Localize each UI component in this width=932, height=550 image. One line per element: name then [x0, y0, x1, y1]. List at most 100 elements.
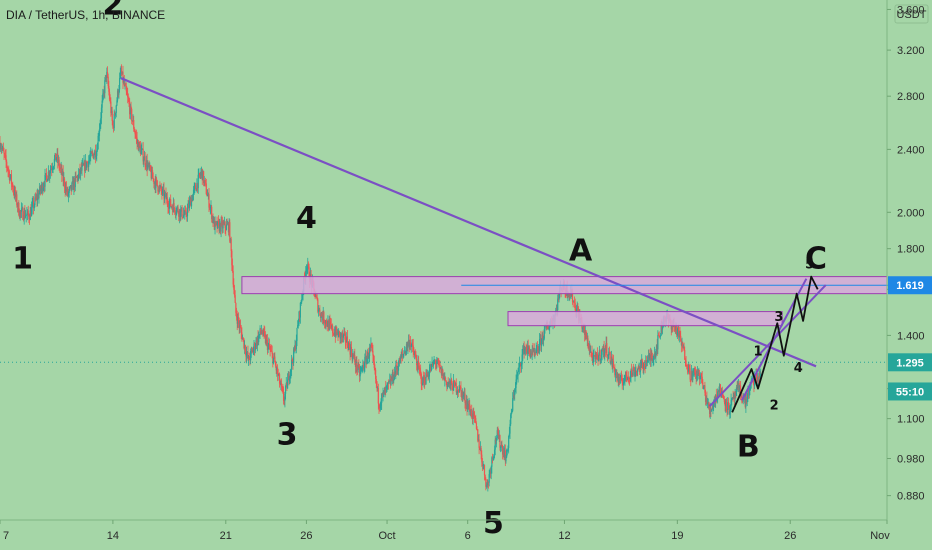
candle-body	[88, 159, 90, 161]
candle-body	[505, 457, 507, 462]
candle-body	[212, 216, 214, 223]
time-tick-label: 19	[671, 530, 683, 542]
candle-body	[62, 171, 64, 182]
candle-body	[166, 197, 168, 204]
candle-body	[746, 396, 748, 403]
candle-body	[286, 382, 288, 389]
candle-body	[245, 352, 247, 357]
candle-body	[697, 369, 699, 375]
candle-body	[743, 397, 745, 400]
candle-body	[464, 393, 466, 404]
countdown-tag[interactable]	[888, 382, 932, 401]
candle-body	[712, 405, 714, 410]
candle-body	[8, 170, 10, 172]
candle-body	[352, 354, 355, 357]
candle-body	[704, 392, 707, 402]
candle-body	[490, 466, 492, 474]
candle-body	[220, 221, 222, 232]
candle-body	[680, 335, 682, 342]
candle-body	[471, 416, 473, 419]
candle-body	[154, 182, 156, 189]
candle-body	[260, 328, 262, 332]
candle-body	[614, 367, 616, 376]
candle-body	[492, 457, 494, 459]
candle-body	[175, 212, 177, 214]
trendline[interactable]	[120, 77, 817, 368]
candle-body	[425, 372, 427, 384]
candle-body	[104, 75, 107, 81]
candle-body	[165, 192, 167, 200]
candle-body	[333, 333, 335, 336]
candle-body	[319, 315, 322, 318]
candle-body	[164, 192, 166, 194]
candle-body	[473, 412, 476, 418]
candle-body	[463, 393, 465, 396]
candle-body	[287, 374, 289, 380]
candle-body	[469, 404, 471, 410]
candle-body	[638, 366, 640, 369]
candle-body	[461, 391, 463, 398]
candle-body	[327, 320, 329, 327]
candle-body	[6, 161, 8, 167]
candle-body	[115, 105, 117, 113]
candle-body	[146, 160, 148, 170]
candle-body	[451, 383, 453, 390]
candle-body	[732, 397, 734, 398]
candle-body	[415, 355, 417, 360]
candle-body	[509, 424, 511, 434]
candle-body	[20, 211, 22, 212]
candle-body	[272, 353, 274, 364]
candle-body	[386, 384, 388, 387]
candle-body	[541, 338, 543, 347]
candle-body	[423, 377, 425, 383]
candle-body	[344, 332, 346, 334]
price-tick-label: 2.800	[897, 91, 925, 103]
candle-body	[643, 363, 645, 368]
candle-body	[635, 370, 637, 372]
candle-body	[528, 347, 530, 350]
candle-body	[167, 203, 169, 208]
candle-body	[685, 360, 687, 366]
candle-body	[510, 412, 512, 415]
candle-body	[436, 363, 438, 365]
candle-body	[233, 289, 236, 296]
candle-body	[15, 194, 17, 197]
candle-body	[374, 368, 376, 370]
candle-body	[449, 380, 451, 386]
candle-body	[119, 78, 121, 90]
candle-body	[102, 91, 105, 94]
middle-resistance-zone[interactable]	[507, 311, 783, 327]
candle-body	[640, 363, 642, 366]
candle-body	[381, 394, 383, 404]
candle-body	[690, 379, 692, 381]
level-price-tag[interactable]	[888, 276, 932, 295]
candle-body	[405, 349, 407, 354]
candle-body	[479, 447, 481, 450]
currency-button[interactable]	[894, 4, 929, 24]
candle-body	[410, 345, 412, 348]
candle-body	[659, 335, 661, 337]
candle-body	[530, 353, 533, 355]
candle-body	[600, 358, 602, 360]
candle-body	[684, 359, 687, 361]
candle-body	[456, 392, 458, 393]
candle-body	[676, 329, 678, 335]
candle-body	[382, 392, 384, 395]
candle-body	[586, 338, 588, 340]
candle-body	[305, 269, 308, 272]
candle-body	[230, 238, 232, 251]
candle-body	[360, 368, 363, 370]
candle-body	[90, 152, 92, 154]
candle-body	[573, 300, 576, 303]
last-price-tag[interactable]	[888, 353, 932, 372]
candle-body	[547, 325, 549, 329]
wave-projection-path[interactable]	[731, 275, 819, 413]
candle-body	[137, 141, 140, 151]
candle-body	[205, 180, 207, 184]
candle-body	[0, 147, 2, 149]
candle-body	[289, 371, 291, 379]
candle-body	[113, 113, 115, 129]
candle-body	[736, 387, 738, 389]
